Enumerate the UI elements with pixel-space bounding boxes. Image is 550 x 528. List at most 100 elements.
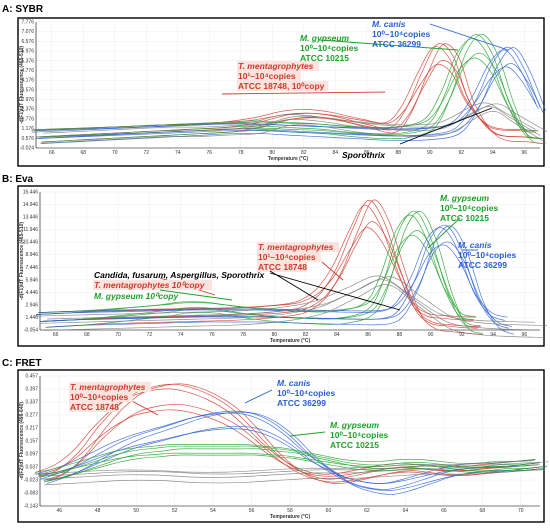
panel-b: B: Eva [0,170,550,350]
chart-0-ytick-label: -0.024 [20,146,34,152]
chart-1-series-gray-trace [39,279,541,331]
chart-0-annotation-text: Sporothrix [342,150,386,160]
chart-1-annotation-text: 10¹–10⁴copies [258,252,316,262]
chart-0-xtick-label: 82 [301,150,307,156]
chart-1-series-red-trace [43,221,481,327]
chart-1-xtick-label: 82 [303,332,309,338]
chart-0-annotation-text: ATCC 10215 [300,53,349,63]
chart-2-annotation-text: 10⁰–10⁴copies [70,392,128,402]
chart-0-annotation-text: 10⁰–10⁴copies [300,43,358,53]
chart-2-series-green-trace [35,444,536,473]
chart-2-annotation-bg [69,382,152,392]
chart-0-xtick-label: 86 [364,150,370,156]
chart-2-ytick-label: -0.143 [24,504,38,510]
chart-0-xtick-label: 80 [269,150,275,156]
chart-1-xtick-label: 84 [334,332,340,338]
chart-1-ytick-label: 16.446 [23,190,39,196]
chart-0-xtick-label: 90 [427,150,433,156]
chart-0-annotation-leader [221,91,386,95]
chart-2-ylabel: -d(F2)/dT Fluorescence (498-640) [19,402,25,480]
chart-1-xtick-label: 96 [522,332,528,338]
chart-0-ytick-label: 4.776 [21,68,34,74]
chart-1-annotation-text: M. gypseum 10⁰copy [94,291,179,301]
chart-0-ytick-label: 2.976 [21,97,34,103]
chart-1-annotation-text: M. canis [458,240,492,250]
chart-1-ytick-label: 14.946 [23,202,39,208]
chart-0-annotation-leader [429,23,509,51]
chart-1-ytick-label: 7.446 [25,265,38,271]
chart-0-series-gray-trace [39,110,545,144]
chart-1-annotation-bg [257,252,321,262]
chart-0-ytick-label: 7.076 [21,29,34,35]
chart-0-xtick-label: 70 [112,150,118,156]
chart-1-series-gray-trace [35,275,536,323]
chart-0-series-green-trace [41,34,546,144]
chart-0-ytick-label: 5.376 [21,58,34,64]
chart-0-xtick-label: 74 [175,150,181,156]
chart-2-annotation-text: M. canis [277,378,311,388]
chart-2-xtick-label: 62 [364,508,370,514]
chart-2-ytick-label: 0.097 [25,452,38,458]
chart-0-annotation-text: ATCC 18748, 10⁰copy [238,81,325,91]
chart-0-xtick-label: 72 [143,150,149,156]
chart-2-series-gray-trace [48,461,549,477]
chart-1-annotation-bg [93,280,212,290]
chart-1-annotation-text: M. gypseum [440,193,490,203]
chart-2-xtick-label: 48 [95,508,101,514]
chart-2-series-gray-trace [39,464,541,480]
chart-2-ytick-label: 0.277 [25,413,38,419]
chart-2-annotation-leader [244,389,273,404]
chart-0-xtick-label: 84 [332,150,338,156]
chart-0-ylabel: -d(F1)/dT Fluorescence (465-510) [19,46,25,124]
chart-2-ytick-label: 0.157 [25,439,38,445]
chart-0-xtick-label: 66 [49,150,55,156]
chart-1-series-blue-trace [38,244,508,318]
chart-1-annotation-text: Candida, fusarum, Aspergillus, Sporothri… [94,270,265,280]
chart-2-annotation-text: ATCC 36299 [277,398,326,408]
chart-0-annotation-bg [237,61,320,71]
chart-2-series-red-trace [37,409,539,477]
chart-1-xtick-label: 68 [84,332,90,338]
panel-c: C: FRET [0,354,550,528]
chart-1-series-green-trace [43,230,481,327]
chart-0-annotation-text: M. canis [372,19,406,29]
chart-1-annotation-leader [269,270,319,301]
chart-2-xtick-label: 56 [249,508,255,514]
chart-1-xtick-label: 78 [240,332,246,338]
chart-2-ytick-label: 0.457 [25,374,38,380]
chart-1-series-green-trace [38,234,476,318]
chart-2-xtick-label: 52 [172,508,178,514]
chart-1-xlabel: Temperature (°C) [270,338,311,344]
panel-a: A: SYBR [0,0,550,168]
chart-0-ytick-label: 0.576 [21,136,34,142]
chart-2-series-green-trace [43,454,544,481]
chart-2-ytick-label: -0.083 [24,491,38,497]
chart-2-annotation-text: M. gypseum [330,420,380,430]
chart-2-series-gray-trace [44,469,545,486]
chart-2-xtick-label: 60 [326,508,332,514]
chart-0-series-gray-trace [43,103,548,134]
chart-2-annotation-text: 10⁰–10⁴copies [330,430,388,440]
chart-0-series-gray-trace [31,102,536,132]
chart-2-series-green-trace [38,452,539,476]
chart-0-annotation-bg [237,71,301,81]
chart-0-ytick-label: 5.976 [21,49,34,55]
chart-2-ytick-label: -0.023 [24,478,38,484]
chart-0-series-gray-trace [35,106,541,138]
chart-0-ytick-label: 7.776 [21,20,34,26]
chart-0-annotation-text: 10⁰–10⁴copies [372,29,430,39]
chart-1-annotation-leader [159,289,233,301]
chart-1-xtick-label: 80 [272,332,278,338]
chart-1-series-red-trace [38,227,476,318]
chart-0-xtick-label: 78 [238,150,244,156]
chart-0-xtick-label: 68 [80,150,86,156]
chart-1-series-red-trace [36,204,474,321]
chart-1-ytick-label: 4.446 [25,290,38,296]
chart-2-xtick-label: 54 [210,508,216,514]
chart-1-annotation-leader [269,272,401,311]
chart-2-xtick-label: 66 [441,508,447,514]
chart-0-xtick-label: 76 [206,150,212,156]
chart-1-annotation-leader [427,217,461,249]
chart-1-ytick-label: 1.446 [25,315,38,321]
panel-a-label: A: SYBR [2,4,44,15]
